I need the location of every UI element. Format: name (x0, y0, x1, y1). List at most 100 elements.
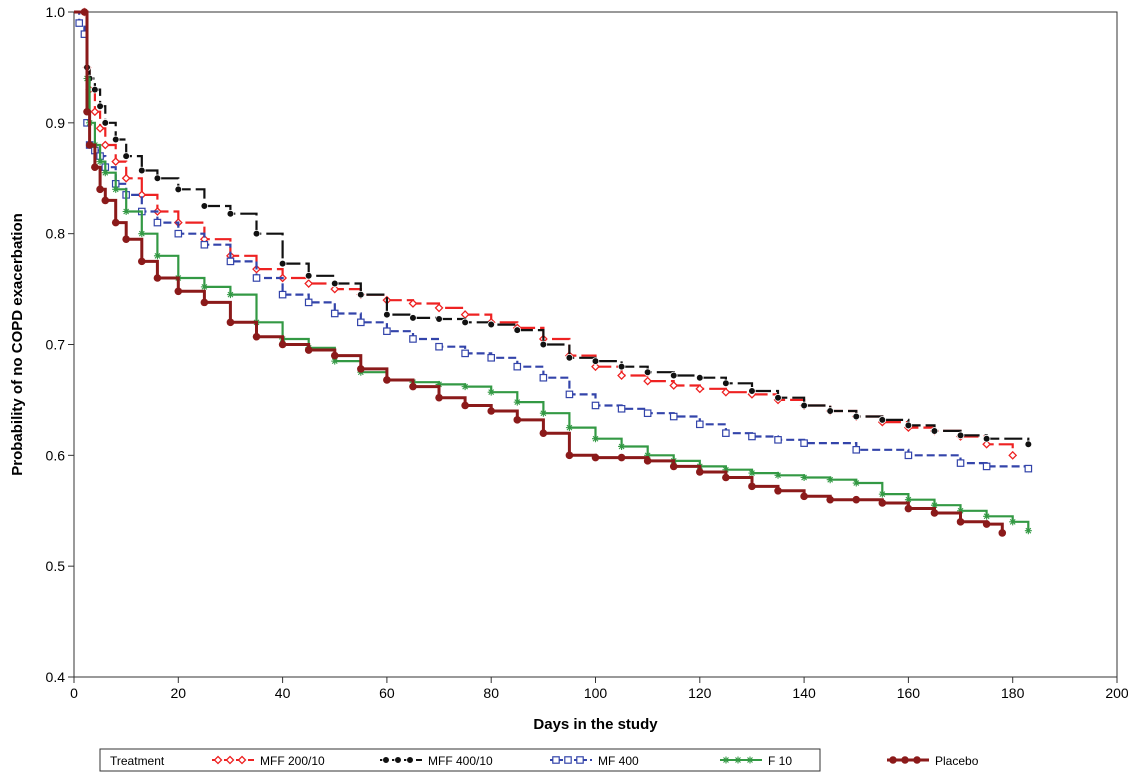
censor-marker (774, 393, 782, 402)
censor-marker (721, 387, 731, 397)
censor-marker (982, 434, 991, 443)
legend-label: Placebo (935, 754, 979, 768)
censor-marker (111, 135, 120, 144)
censor-marker (982, 520, 991, 528)
censor-marker (904, 451, 913, 460)
legend-swatch-marker (564, 756, 572, 764)
censor-marker (408, 299, 418, 308)
censor-marker (748, 469, 756, 477)
censor-marker (643, 368, 652, 377)
censor-marker (643, 376, 653, 386)
censor-marker (487, 407, 496, 415)
censor-marker (357, 318, 365, 327)
censor-marker (278, 290, 287, 299)
legend-title: Treatment (110, 754, 165, 768)
censor-marker (111, 218, 120, 227)
x-axis-label: Days in the study (533, 716, 658, 733)
legend-swatch-marker (213, 755, 223, 765)
x-tick-label: 60 (379, 685, 395, 701)
censor-marker (774, 471, 782, 479)
censor-marker (695, 384, 705, 394)
censor-marker (591, 357, 600, 365)
censor-marker (643, 457, 652, 465)
censor-marker (513, 398, 521, 406)
legend-swatch-marker (237, 755, 247, 765)
censor-marker (957, 507, 965, 515)
y-axis-label: Probability of no COPD exacerbation (9, 213, 26, 476)
y-tick-label: 0.9 (46, 115, 66, 131)
censor-marker (137, 166, 146, 175)
censor-marker (80, 8, 89, 16)
censor-marker (539, 429, 548, 437)
censor-marker (304, 346, 313, 354)
censor-marker (592, 435, 599, 443)
censor-marker (304, 298, 313, 307)
censor-marker (96, 102, 104, 111)
legend-label: MF 400 (598, 754, 639, 768)
censor-marker (91, 163, 99, 171)
censor-marker (513, 362, 522, 371)
censor-marker (513, 326, 522, 334)
censor-marker (539, 409, 547, 417)
censor-marker (826, 407, 834, 415)
legend-swatch-marker (901, 756, 909, 764)
censor-marker (800, 474, 808, 481)
censor-marker (200, 240, 209, 249)
censor-marker (83, 107, 91, 116)
censor-marker (1024, 440, 1033, 449)
censor-marker (644, 451, 652, 459)
censor-marker (1009, 518, 1017, 526)
censor-marker (722, 473, 730, 482)
censor-marker (85, 141, 94, 149)
legend-label: MFF 400/10 (428, 754, 493, 768)
censor-marker (722, 429, 730, 437)
plot-frame (73, 11, 1118, 678)
censor-marker (304, 271, 313, 280)
censor-marker (774, 487, 782, 495)
censor-marker (998, 529, 1007, 537)
censor-marker (200, 283, 208, 291)
censor-marker (513, 416, 522, 424)
censor-marker (95, 123, 105, 133)
censor-marker (878, 499, 887, 507)
censor-marker (101, 169, 109, 177)
censor-marker (435, 315, 443, 323)
y-tick-label: 0.7 (46, 337, 66, 353)
censor-marker (852, 479, 860, 487)
censor-marker (852, 412, 861, 421)
censor-marker (409, 314, 417, 322)
censor-marker (852, 495, 861, 504)
censor-marker (696, 468, 704, 476)
legend-swatch-marker (552, 756, 560, 764)
legend-swatch-marker (913, 756, 921, 764)
censor-marker (982, 462, 991, 471)
legend-swatch-marker (746, 756, 754, 764)
censor-marker (383, 327, 391, 336)
censor-marker (330, 351, 339, 360)
censor-marker (153, 274, 162, 282)
censor-marker (357, 365, 365, 373)
censor-marker (487, 320, 496, 329)
legend-swatch-marker (889, 756, 897, 764)
censor-marker (101, 196, 110, 205)
censor-marker (91, 85, 99, 94)
censor-marker (539, 373, 548, 382)
censor-marker (591, 401, 600, 410)
censor-marker (565, 353, 574, 362)
censor-marker (878, 416, 887, 424)
censor-marker (383, 376, 391, 384)
legend-label: MFF 200/10 (260, 754, 325, 768)
censor-marker (153, 174, 162, 183)
censor-marker (617, 453, 626, 462)
censor-marker (956, 459, 965, 467)
x-tick-label: 0 (70, 685, 78, 701)
censor-marker (330, 284, 340, 294)
censor-marker (137, 257, 146, 266)
censor-marker (96, 185, 104, 194)
censor-marker (930, 501, 938, 509)
legend-swatch-marker (394, 756, 402, 764)
censor-marker (878, 490, 886, 498)
censor-marker (695, 373, 704, 382)
censor-marker (434, 303, 444, 313)
x-tick-label: 40 (275, 685, 291, 701)
